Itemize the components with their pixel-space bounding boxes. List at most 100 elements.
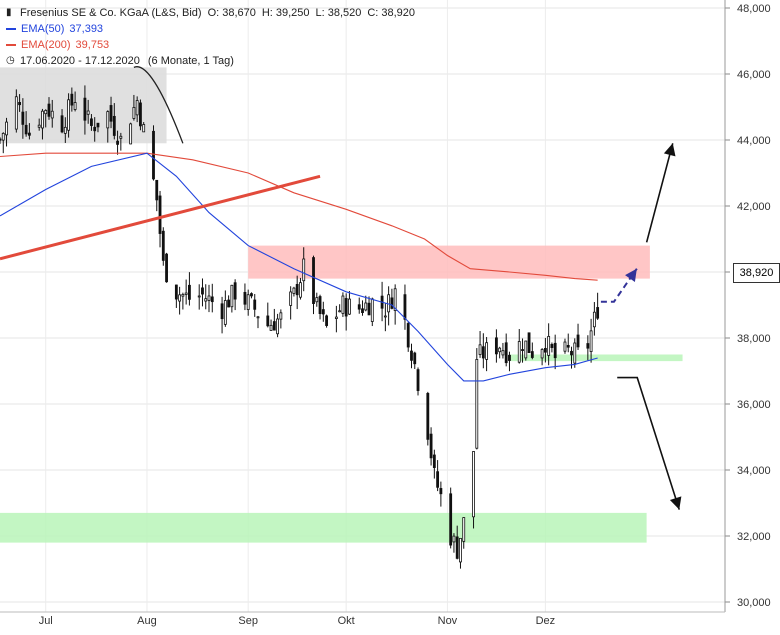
candle-body [174, 284, 178, 300]
ema200-line [0, 152, 598, 281]
candle-body [426, 392, 430, 440]
candle-body [481, 346, 485, 359]
candle-body [472, 451, 475, 518]
y-tick-label: 42,000 [737, 201, 771, 213]
ema50-swatch [6, 28, 16, 30]
candle-body [276, 318, 280, 335]
period-range: 17.06.2020 - 17.12.2020 [20, 55, 140, 67]
candle-body [5, 121, 8, 136]
candle-body [70, 93, 74, 106]
candle-body [14, 96, 18, 130]
candle-body [210, 296, 214, 303]
x-tick-label: Sep [238, 615, 258, 627]
candle-body [204, 298, 208, 302]
x-tick-label: Aug [137, 615, 157, 627]
candle-body [393, 288, 397, 311]
candle-body [299, 282, 302, 298]
candle-body [498, 347, 502, 353]
candle-body [223, 300, 227, 325]
candle-body [361, 308, 364, 313]
candle-body [132, 107, 136, 119]
candle-body [106, 111, 110, 129]
resistance-zone [248, 245, 650, 279]
candle-body [73, 102, 77, 110]
candle-body [315, 297, 319, 303]
candle-body [325, 315, 328, 326]
candle-body [227, 299, 231, 308]
candle-body [178, 294, 182, 302]
candle-body [485, 342, 489, 360]
candle-body [44, 110, 48, 115]
candle-body [439, 488, 443, 495]
candle-body [429, 433, 433, 459]
candle-body [116, 140, 119, 145]
candle-body [383, 315, 387, 318]
candle-body [357, 304, 361, 310]
candle-body [449, 493, 453, 546]
candle-body [96, 122, 100, 128]
last-price-badge: 38,920 [733, 263, 780, 283]
candle-body [508, 354, 511, 361]
candle-body [93, 126, 97, 132]
candle-body [243, 291, 247, 305]
candle-body [18, 102, 22, 106]
projection-arrow-line [600, 268, 638, 303]
y-tick-label: 34,000 [737, 465, 771, 477]
period-interval: (6 Monate, 1 Tag) [147, 55, 234, 67]
candle-body [152, 130, 155, 180]
candle-body [86, 110, 90, 115]
candle-body [459, 537, 462, 563]
legend-ema200[interactable]: EMA(200) 39,753 [6, 37, 415, 53]
ema50-line [0, 152, 598, 382]
candle-body [436, 471, 440, 488]
candle-body [455, 536, 459, 559]
candle-body [230, 284, 234, 308]
x-tick-label: Nov [438, 615, 458, 627]
candle-body [139, 102, 142, 127]
candle-body [142, 124, 146, 133]
support-zone [0, 512, 647, 543]
candle-body [530, 351, 534, 358]
candle-body [83, 97, 87, 121]
chart-legend: ▮ Fresenius SE & Co. KGaA (L&S, Bid) O: … [6, 5, 415, 69]
x-tick-label: Jul [39, 615, 53, 627]
candle-body [47, 103, 51, 117]
x-tick-label: Dez [536, 615, 556, 627]
candle-body [112, 115, 116, 136]
ema200-swatch [6, 44, 16, 46]
candle-body [540, 349, 544, 359]
candle-body [129, 123, 133, 145]
candle-body [416, 369, 420, 391]
legend-ema50[interactable]: EMA(50) 37,393 [6, 21, 415, 37]
candle-body [344, 298, 348, 317]
candle-body [165, 253, 168, 283]
candle-body [341, 295, 345, 314]
candle-body [478, 344, 482, 355]
candle-body [524, 340, 528, 359]
candle-body [413, 352, 417, 365]
candle-body [321, 309, 325, 315]
candle-body [119, 135, 123, 139]
candle-body [589, 330, 593, 352]
candle-body [410, 350, 413, 361]
y-tick-label: 38,000 [737, 333, 771, 345]
ema200-value: 39,753 [75, 39, 110, 51]
candle-body [318, 296, 322, 314]
ema50-name: EMA(50) [21, 23, 65, 35]
low-label: L: [315, 7, 325, 19]
candle-body [201, 287, 204, 295]
x-tick-label: Okt [338, 615, 355, 627]
candle-body [50, 110, 54, 119]
candle-body [279, 312, 283, 320]
candle-body [596, 307, 600, 319]
candle-body [462, 517, 466, 542]
candle-body [181, 294, 185, 297]
y-tick-label: 36,000 [737, 399, 771, 411]
top-zone [0, 67, 167, 144]
candle-body [233, 282, 237, 300]
candle-body [586, 343, 590, 349]
candle-body [207, 295, 211, 301]
candle-body [67, 99, 70, 131]
